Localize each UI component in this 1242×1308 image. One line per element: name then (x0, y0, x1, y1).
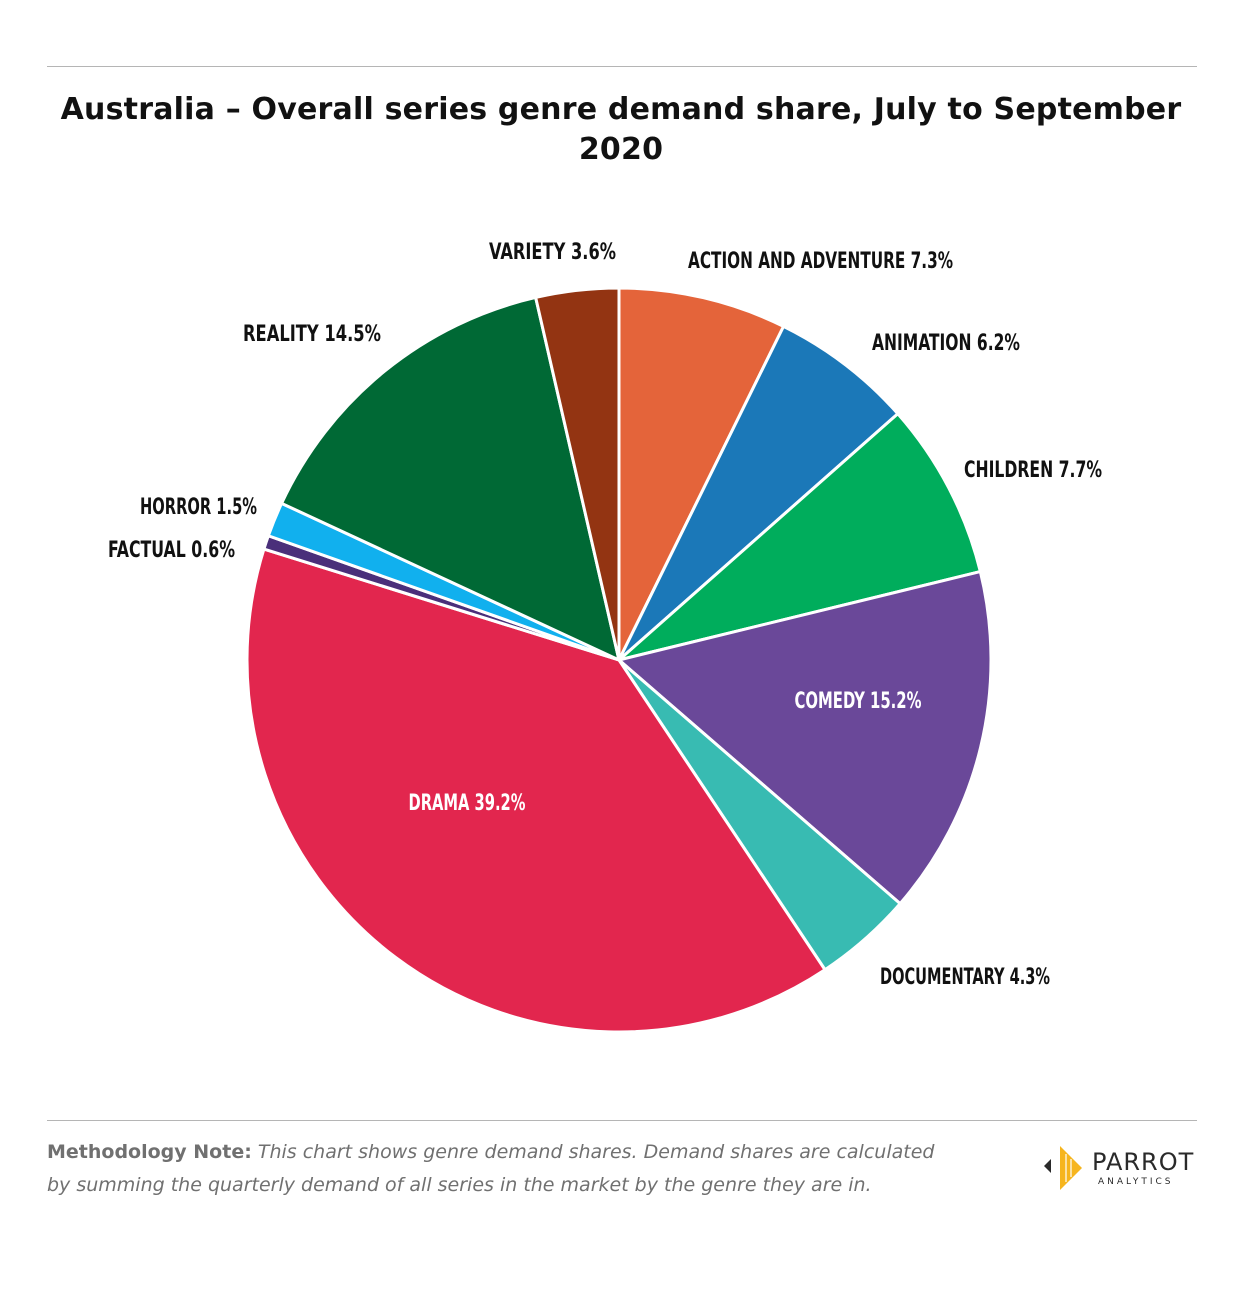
chart-title: Australia – Overall series genre demand … (60, 92, 1182, 167)
top-divider (47, 66, 1197, 67)
pie-label-horror: HORROR 1.5% (140, 495, 257, 520)
pie-label-documentary: DOCUMENTARY 4.3% (880, 965, 1050, 990)
pie-slice-animation (617, 324, 900, 662)
pie-label-variety: VARIETY 3.6% (489, 240, 616, 265)
pie-label-children: CHILDREN 7.7% (964, 458, 1102, 483)
pie-slice-drama (245, 547, 827, 1034)
pie-slice-comedy (617, 570, 993, 906)
pie-chart: ACTION AND ADVENTURE 7.3% ANIMATION 6.2% C… (108, 240, 1102, 1034)
parrot-logo-icon (1044, 1146, 1082, 1190)
pie-label-factual: FACTUAL 0.6% (108, 538, 235, 563)
parrot-logo-name: PARROT (1092, 1148, 1195, 1176)
pie-slice-variety (534, 286, 621, 662)
parrot-logo-subtitle: ANALYTICS (1098, 1177, 1174, 1187)
pie-label-animation: ANIMATION 6.2% (872, 331, 1020, 356)
pie-label-reality: REALITY 14.5% (243, 322, 381, 347)
bottom-divider (47, 1120, 1197, 1121)
pie-label-action-and-adventure: ACTION AND ADVENTURE 7.3% (688, 249, 953, 274)
methodology-note: Methodology Note: This chart shows genre… (47, 1136, 947, 1202)
methodology-note-lead: Methodology Note: (47, 1141, 252, 1163)
pie-slice-action-and-adventure (617, 286, 786, 662)
methodology-note-body: This chart shows genre demand shares. De… (47, 1141, 935, 1196)
pie-label-drama: DRAMA 39.2% (409, 791, 526, 816)
pie-slice-reality (280, 295, 621, 662)
pie-slice-children (617, 412, 982, 662)
parrot-analytics-logo: PARROT ANALYTICS (1042, 1146, 1202, 1196)
pie-label-comedy: COMEDY 15.2% (795, 689, 922, 714)
